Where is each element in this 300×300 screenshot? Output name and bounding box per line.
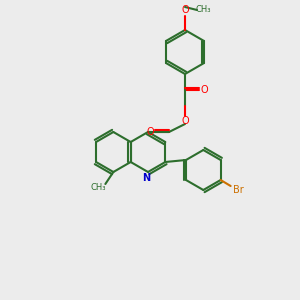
Text: CH₃: CH₃ xyxy=(91,182,106,191)
Text: N: N xyxy=(142,173,150,183)
Text: O: O xyxy=(181,5,189,15)
Text: O: O xyxy=(146,127,154,137)
Text: O: O xyxy=(200,85,208,95)
Text: CH₃: CH₃ xyxy=(195,5,211,14)
Text: Br: Br xyxy=(233,185,244,195)
Text: O: O xyxy=(181,116,189,126)
